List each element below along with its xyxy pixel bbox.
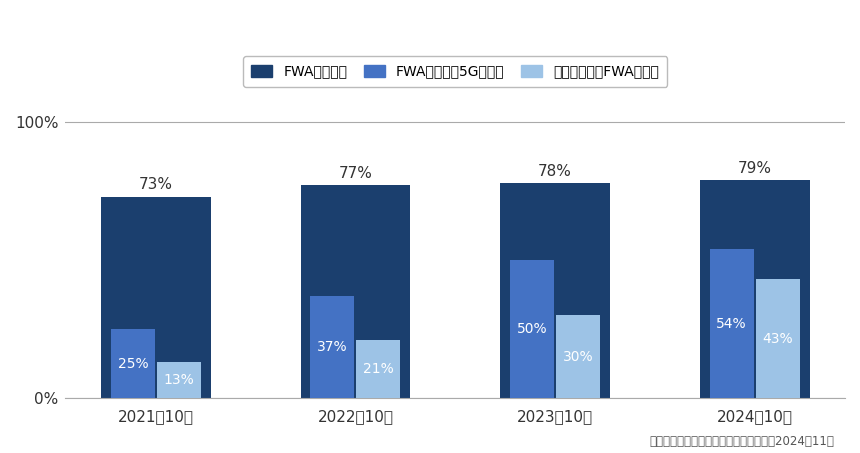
- Bar: [300, 185, 410, 398]
- Bar: [510, 260, 554, 398]
- Text: 78%: 78%: [538, 164, 572, 178]
- Bar: [310, 296, 354, 398]
- Text: 13%: 13%: [163, 373, 194, 387]
- Bar: [356, 340, 400, 398]
- Bar: [101, 197, 211, 398]
- Bar: [157, 362, 200, 398]
- Bar: [111, 329, 155, 398]
- Bar: [756, 280, 800, 398]
- Bar: [556, 315, 600, 398]
- Bar: [710, 249, 753, 398]
- Text: 50%: 50%: [517, 322, 548, 336]
- Legend: FWA（合計）, FWAに占めづ5Gの割合, 速度ベースのFWAの割合: FWA（合計）, FWAに占めづ5Gの割合, 速度ベースのFWAの割合: [243, 56, 667, 87]
- Text: 37%: 37%: [317, 340, 347, 354]
- Text: 25%: 25%: [118, 357, 148, 371]
- Text: 73%: 73%: [138, 178, 173, 193]
- Text: 30%: 30%: [562, 350, 593, 364]
- Bar: [700, 180, 809, 398]
- Text: 43%: 43%: [762, 332, 793, 346]
- Text: 77%: 77%: [339, 166, 372, 181]
- Text: 79%: 79%: [738, 161, 771, 176]
- Text: 出典：エリクソンモビリティレポート　2024年11月: 出典：エリクソンモビリティレポート 2024年11月: [649, 435, 834, 448]
- Text: 54%: 54%: [716, 317, 747, 331]
- Bar: [501, 183, 610, 398]
- Text: 21%: 21%: [363, 362, 394, 376]
